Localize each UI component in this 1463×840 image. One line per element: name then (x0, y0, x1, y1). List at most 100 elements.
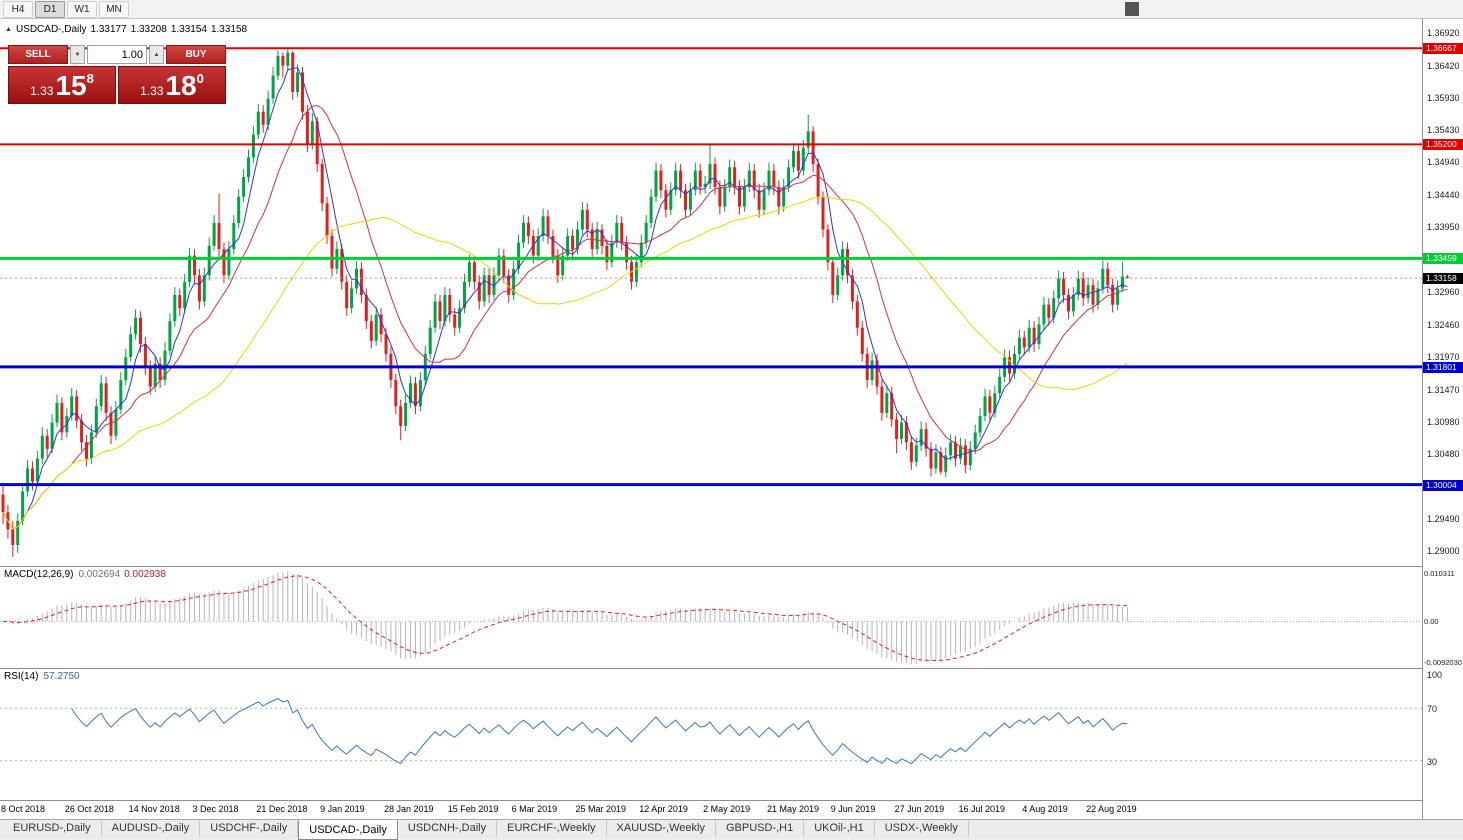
price-tick: 1.30480 (1427, 449, 1460, 460)
macd-axis-label: -0.0092030 (1424, 658, 1462, 667)
price-tick: 1.36920 (1427, 27, 1460, 38)
chart-shift-marker[interactable] (1125, 2, 1139, 16)
date-label: 25 Mar 2019 (575, 804, 627, 814)
date-axis[interactable]: 8 Oct 2018 26 Oct 2018 14 Nov 2018 3 Dec 20… (0, 801, 1422, 818)
price-chart (0, 47, 1422, 557)
sell-button[interactable]: SELL (8, 45, 68, 64)
tab-ukoil-h1[interactable]: UKOil-,H1 (804, 820, 875, 837)
chart-window: ▲ USDCAD-,Daily 1.33177 1.33208 1.33154 1.331… (0, 19, 1463, 819)
price-tick: 1.34940 (1427, 157, 1460, 168)
price-tick: 1.33950 (1427, 222, 1460, 233)
price-level-badge: 1.33459 (1423, 253, 1463, 265)
tab-gbpusd-h1[interactable]: GBPUSD-,H1 (716, 820, 805, 837)
tab-usdx-weekly[interactable]: USDX-,Weekly (875, 820, 969, 837)
price-level-badge: 1.30004 (1423, 479, 1463, 491)
volume-increase-button[interactable]: ▲ (149, 45, 164, 64)
ask-price-sup: 0 (196, 71, 204, 86)
bid-price-prefix: 1.33 (30, 84, 54, 98)
date-label: 6 Mar 2019 (511, 804, 558, 814)
timeframe-toolbar: H4 D1 W1 MN (0, 0, 1463, 19)
volume-decrease-button[interactable]: ▼ (70, 45, 85, 64)
buy-button[interactable]: BUY (166, 45, 226, 64)
date-label: 27 Jun 2019 (894, 804, 945, 814)
price-level-badge: 1.35200 (1423, 139, 1463, 151)
rsi-header: RSI(14) 57.2750 (4, 671, 80, 682)
date-label: 21 Dec 2018 (256, 804, 308, 814)
date-label: 2 May 2019 (703, 804, 751, 814)
date-label: 22 Aug 2019 (1086, 804, 1137, 814)
rsi-value: 57.2750 (43, 671, 80, 682)
price-level-badge: 1.31801 (1423, 361, 1463, 373)
price-tick: 1.34440 (1427, 190, 1460, 201)
macd-signal-value: 0.002938 (124, 569, 166, 580)
price-axis[interactable]: 1.36920 1.36420 1.35930 1.35430 1.34940 1.344… (1422, 19, 1463, 819)
candles (1, 49, 1129, 557)
tab-eurusd-daily[interactable]: EURUSD-,Daily (3, 820, 102, 837)
ohlc-high: 1.33208 (130, 24, 167, 35)
ohlc-low: 1.33154 (170, 24, 207, 35)
price-tick: 1.32460 (1427, 319, 1460, 330)
bid-price-display[interactable]: 1.33 15 8 (8, 66, 116, 104)
rsi-axis-label: 30 (1427, 756, 1438, 767)
tab-audusd-daily[interactable]: AUDUSD-,Daily (102, 820, 201, 837)
rsi-indicator-pane (0, 698, 1422, 765)
chart-marker-icon: ▲ (5, 26, 12, 33)
price-tick: 1.35430 (1427, 125, 1460, 136)
rsi-axis-label: 100 (1427, 670, 1443, 680)
date-label: 26 Oct 2018 (64, 804, 114, 814)
timeframe-button-h4[interactable]: H4 (3, 0, 33, 18)
date-label: 16 Jul 2019 (958, 804, 1005, 814)
pane-splitter[interactable] (0, 668, 1463, 669)
bid-price-sup: 8 (86, 71, 94, 86)
date-label: 12 Apr 2019 (639, 804, 688, 814)
date-label: 14 Nov 2018 (128, 804, 180, 814)
timeframe-buttons: H4 D1 W1 MN (3, 0, 131, 18)
macd-axis-label: 0.00 (1424, 617, 1439, 627)
macd-main-value: 0.002694 (78, 569, 121, 580)
price-tick: 1.31470 (1427, 384, 1460, 395)
bid-price-big: 15 (55, 70, 87, 102)
macd-histogram (7, 571, 1128, 665)
tab-usdcnh-daily[interactable]: USDCNH-,Daily (398, 820, 498, 837)
ask-price-big: 18 (165, 70, 197, 102)
moving-average-45 (2, 196, 1128, 530)
rsi-axis-label: 70 (1427, 704, 1438, 715)
moving-average-5 (2, 67, 1128, 530)
chart-header: ▲ USDCAD-,Daily 1.33177 1.33208 1.33154 1.331… (5, 24, 251, 35)
price-tick: 1.36420 (1427, 60, 1460, 71)
date-label: 9 Jun 2019 (830, 804, 876, 814)
price-tick: 1.29490 (1427, 514, 1460, 525)
rsi-title: RSI(14) (4, 671, 39, 682)
pane-splitter[interactable] (0, 800, 1463, 801)
date-label: 28 Jan 2019 (383, 804, 434, 814)
ohlc-close: 1.33158 (210, 24, 248, 35)
price-tick: 1.31970 (1427, 351, 1460, 362)
current-price-badge: 1.33158 (1423, 273, 1463, 285)
date-label: 9 Jan 2019 (320, 804, 365, 814)
tab-usdcad-daily[interactable]: USDCAD-,Daily (298, 820, 398, 840)
tab-usdchf-daily[interactable]: USDCHF-,Daily (200, 820, 299, 837)
rsi-line (71, 698, 1128, 765)
price-tick: 1.29000 (1427, 546, 1460, 557)
macd-header: MACD(12,26,9) 0.002694 0.002938 (4, 569, 166, 580)
ask-price-display[interactable]: 1.33 18 0 (118, 66, 226, 104)
timeframe-button-mn[interactable]: MN (99, 0, 129, 18)
date-label: 3 Dec 2018 (192, 804, 239, 814)
moving-average-15 (2, 104, 1128, 530)
timeframe-button-w1[interactable]: W1 (67, 0, 97, 18)
ask-price-prefix: 1.33 (140, 84, 164, 98)
price-level-badge: 1.36667 (1423, 43, 1463, 55)
tab-xauusd-weekly[interactable]: XAUUSD-,Weekly (607, 820, 716, 837)
price-tick: 1.30980 (1427, 416, 1460, 427)
timeframe-button-d1[interactable]: D1 (35, 0, 65, 18)
ohlc-open: 1.33177 (90, 24, 127, 35)
volume-input[interactable] (87, 45, 147, 64)
tab-eurchf-weekly[interactable]: EURCHF-,Weekly (497, 820, 607, 837)
date-label: 15 Feb 2019 (447, 804, 499, 814)
chart-tab-bar: EURUSD-,Daily AUDUSD-,Daily USDCHF-,Daily U… (0, 819, 1463, 840)
macd-axis-label: 0.010311 (1424, 569, 1455, 578)
macd-title: MACD(12,26,9) (4, 569, 74, 580)
date-label: 21 May 2019 (766, 804, 819, 814)
pane-splitter[interactable] (0, 566, 1463, 567)
